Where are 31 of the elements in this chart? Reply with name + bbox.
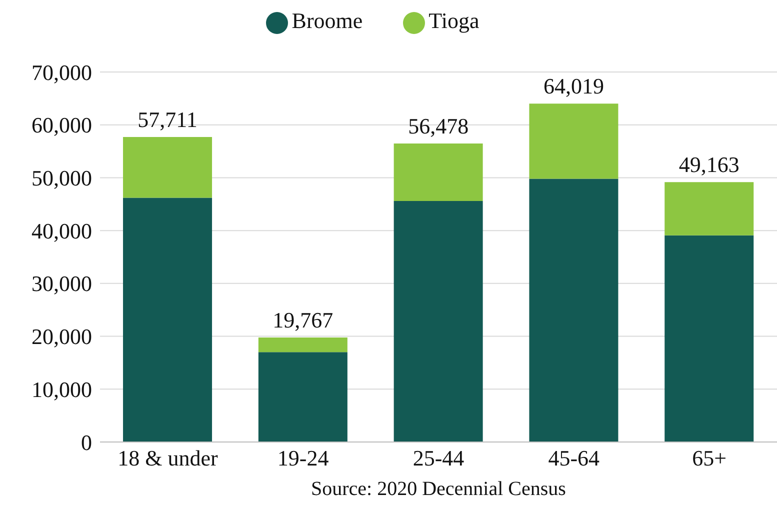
y-tick-label: 60,000 — [32, 112, 92, 138]
total-label: 19,767 — [272, 308, 334, 333]
bar — [664, 182, 754, 236]
source-note: Source: 2020 Decennial Census — [310, 478, 567, 501]
x-tick-label: 65+ — [692, 446, 727, 471]
total-label: 57,711 — [138, 106, 198, 132]
y-tick-label: 50,000 — [32, 166, 92, 191]
x-tick-label: 18 & under — [118, 446, 218, 471]
bar — [529, 104, 618, 179]
bar — [529, 178, 618, 442]
x-tick-label: 45-64 — [548, 446, 600, 471]
legend-label: Tioga — [428, 8, 480, 33]
x-tick-label: 25-44 — [412, 446, 464, 471]
y-tick-label: 0 — [81, 430, 92, 455]
y-tick-label: 70,000 — [32, 60, 92, 85]
bar — [123, 136, 212, 198]
bar — [258, 352, 348, 442]
y-tick-label: 40,000 — [32, 218, 92, 244]
bar — [258, 338, 348, 352]
bar — [664, 235, 754, 442]
legend-label: Broome — [292, 8, 363, 33]
bar — [394, 200, 483, 442]
total-label: 64,019 — [543, 74, 604, 99]
total-label: 56,478 — [408, 113, 469, 138]
y-tick-label: 30,000 — [32, 271, 92, 296]
bar — [394, 143, 483, 201]
y-tick-label: 10,000 — [32, 376, 92, 402]
bar — [123, 198, 212, 442]
y-tick-label: 20,000 — [32, 324, 92, 350]
x-tick-label: 19-24 — [277, 446, 329, 471]
total-label: 49,163 — [678, 152, 740, 178]
